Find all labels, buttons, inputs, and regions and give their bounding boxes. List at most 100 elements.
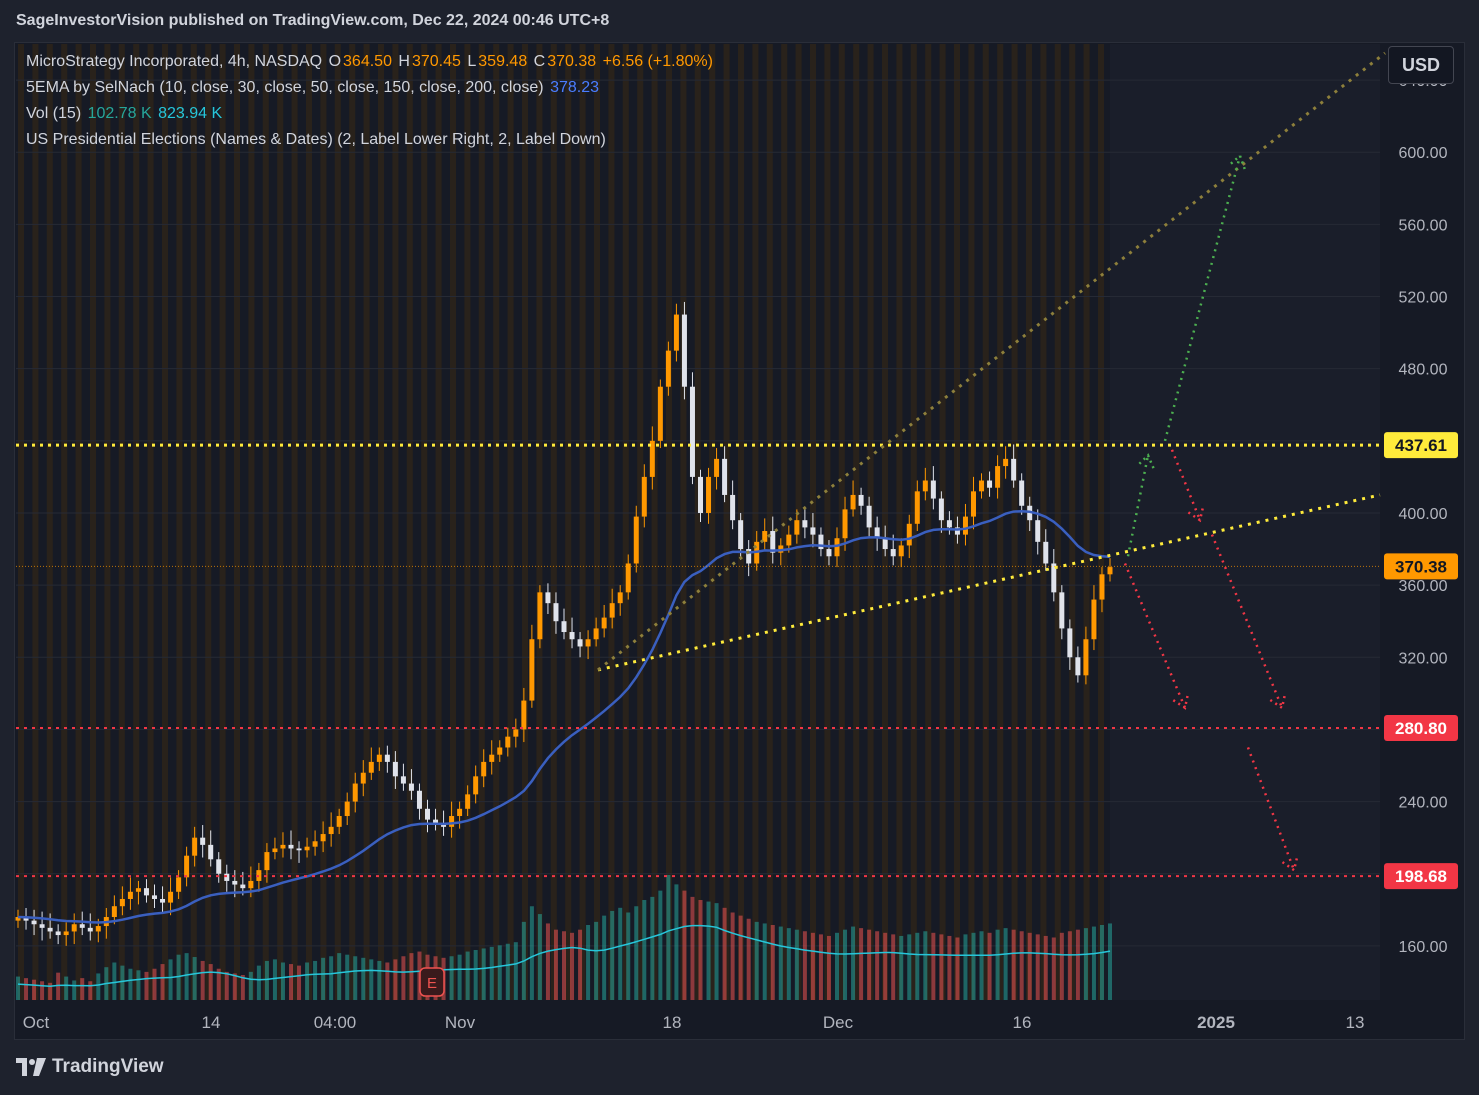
volume-bar [650,896,655,1000]
session-stripe [536,44,543,1000]
volume-bar [297,965,302,1000]
candle-body [971,491,976,517]
session-stripe [752,44,759,1000]
price-badge [1384,553,1458,580]
candle-body [416,790,422,809]
volume-bar [80,978,85,1000]
symbol-name: MicroStrategy Incorporated, 4h, NASDAQ [26,53,323,70]
volume-bar [16,976,20,1000]
candle-body [1003,458,1009,467]
candle-body [738,520,744,550]
red-projection-arrow-4 [1246,747,1296,871]
green-projection-arrow-1-head [1137,453,1155,469]
volume-bar [224,971,229,1000]
candle-body [119,898,125,907]
session-stripe [550,44,557,1000]
volume-bar [810,932,815,1000]
candle-body [320,834,326,842]
volume-bar [754,921,759,1000]
volume-bar [1019,931,1024,1000]
candle-body [208,844,214,860]
candle-body [352,783,358,802]
candle-body [384,754,390,762]
session-stripe [579,44,586,1000]
session-stripe [968,44,975,1000]
volume-bar [481,948,486,1000]
candle-body [746,549,752,564]
candle-body [328,826,334,835]
volume-bar [329,956,334,1000]
volume-bar [200,960,205,1000]
volume-bar [1091,926,1096,1000]
volume-bar [409,953,414,1000]
volume-bar [818,934,823,1000]
candle-body [23,917,29,921]
session-stripe [363,44,370,1000]
volume-bar [272,959,277,1000]
green-projection-arrow-2 [1163,155,1242,442]
candle-body [569,632,575,640]
volume-bar [128,968,133,1000]
session-stripe [709,44,716,1000]
session-stripe [234,44,240,1000]
volume-bar [770,925,775,1000]
session-stripe [1011,44,1018,1000]
session-stripe [392,44,399,1000]
volume-bar [835,932,839,1000]
volume-bar [184,953,189,1000]
candle-body [1059,592,1065,629]
volume-bar [1108,923,1112,1000]
candle-body [87,927,93,932]
session-stripe [205,44,212,1000]
candle-body [143,888,149,896]
volume-bar [256,965,261,1000]
candle-body [160,898,166,903]
session-stripe [162,44,168,1000]
candle-body [770,531,776,553]
volume-bar [602,915,607,1000]
volume-bar [160,964,165,1000]
volume-bar [826,935,831,1000]
volume-bar [1043,935,1048,1000]
session-stripe [680,44,687,1000]
session-stripe [896,44,903,1000]
x-axis-tick-label: 04:00 [314,1013,357,1032]
candle-body [1099,574,1105,600]
candle-body [240,884,246,889]
volume-bar [152,968,157,1000]
session-stripe [464,44,471,1000]
volume-bar [626,912,631,1000]
volume-bar [578,929,583,1000]
volume-bar [794,929,799,1000]
volume-bar [545,923,550,1000]
candle-body [248,880,254,889]
candle-body [521,700,527,730]
session-stripe [435,44,442,1000]
volume-bar [112,962,117,1000]
volume-bar [658,890,663,1000]
candle-body [176,877,182,892]
session-stripe [118,44,125,1000]
candle-body [489,754,495,762]
volume-bar [88,981,93,1000]
elections-legend[interactable]: US Presidential Elections (Names & Dates… [26,131,608,149]
volume-legend[interactable]: Vol (15) 102.78 K 823.94 K [26,105,224,123]
candle-body [762,531,768,542]
volume-bar [867,929,872,1000]
volume-bar [570,932,575,1000]
volume-bar [802,931,807,1000]
candle-body [457,808,463,817]
tradingview-footer[interactable]: TradingView [16,1056,164,1078]
ema-legend[interactable]: 5EMA by SelNach (10, close, 30, close, 5… [26,79,601,97]
volume-bar [995,929,1000,1000]
green-projection-arrow-1 [1126,455,1150,557]
volume-bar [1075,929,1080,1000]
candle-body [1083,639,1089,676]
tradingview-logo-icon [16,1058,46,1076]
price-badge [1384,432,1458,459]
volume-bar [915,932,920,1000]
currency-button[interactable]: USD [1388,46,1454,84]
y-axis-tick-label: 240.00 [1399,795,1448,812]
future-area [1110,44,1380,1000]
